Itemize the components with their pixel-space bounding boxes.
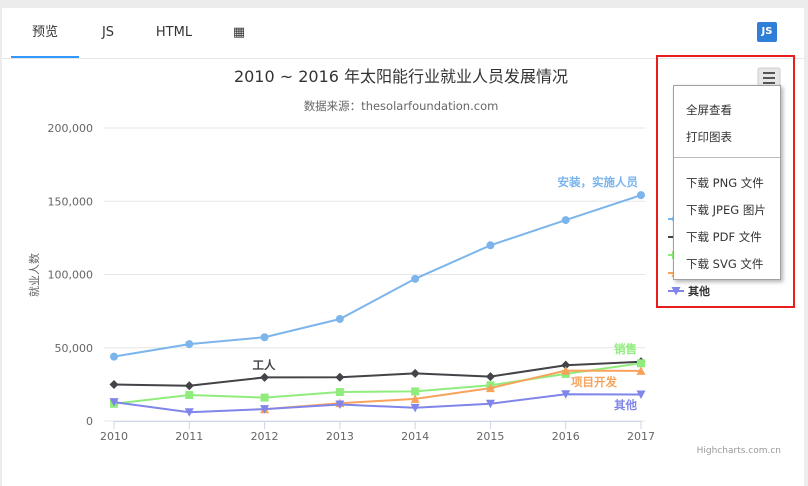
y-axis-title: 就业人数 [27, 253, 41, 297]
data-point[interactable] [109, 398, 119, 407]
data-point[interactable] [260, 393, 269, 402]
data-point[interactable] [561, 366, 571, 375]
data-point[interactable] [411, 274, 420, 283]
chart-subtitle: 数据来源：thesolarfoundation.com [304, 99, 499, 113]
data-point[interactable] [485, 399, 495, 409]
data-point[interactable] [260, 333, 269, 342]
menu-item-download-svg[interactable]: 下载 SVG 文件 [686, 257, 764, 271]
data-point[interactable] [636, 366, 646, 375]
legend-item[interactable]: 其他 [668, 284, 710, 298]
data-point[interactable] [335, 314, 344, 323]
menu-item-download-png[interactable]: 下载 PNG 文件 [686, 176, 764, 190]
legend-label[interactable]: 其他 [688, 284, 710, 298]
data-point[interactable] [185, 340, 194, 349]
y-tick-label: 200,000 [48, 122, 94, 135]
series-line[interactable] [113, 362, 642, 405]
series-label: 销售 [614, 342, 637, 356]
data-point[interactable] [335, 372, 345, 382]
hamburger-icon [763, 72, 775, 84]
chart-context-menu: 全屏查看 打印图表 下载 PNG 文件 下载 JPEG 图片 下载 PDF 文件… [673, 85, 781, 280]
data-point[interactable] [637, 191, 645, 200]
x-tick-label: 2014 [401, 430, 429, 443]
data-point[interactable] [486, 241, 495, 250]
series-label: 安装，实施人员 [558, 175, 639, 189]
data-point[interactable] [260, 405, 270, 414]
data-point[interactable] [109, 379, 119, 389]
series-line[interactable] [113, 393, 642, 414]
data-point[interactable] [410, 368, 420, 378]
data-point[interactable] [561, 216, 570, 225]
tab-bar: 预览 JS HTML ▦ JS [2, 8, 804, 59]
chart-credits[interactable]: Highcharts.com.cn [697, 446, 781, 456]
data-point[interactable] [184, 408, 194, 417]
x-tick-label: 2016 [552, 430, 580, 443]
tab-html[interactable]: HTML [155, 25, 193, 40]
menu-item-fullscreen[interactable]: 全屏查看 [686, 103, 732, 117]
y-tick-label: 50,000 [55, 342, 94, 355]
y-tick-label: 0 [86, 415, 93, 428]
series-line[interactable] [264, 369, 642, 411]
menu-item-download-pdf[interactable]: 下载 PDF 文件 [686, 230, 762, 244]
x-tick-label: 2012 [251, 430, 279, 443]
y-tick-label: 100,000 [48, 269, 94, 282]
chart-menu-button[interactable] [757, 67, 781, 89]
y-tick-label: 150,000 [48, 195, 94, 208]
tab-preview[interactable]: 预览 [11, 8, 79, 58]
data-point[interactable] [184, 381, 194, 391]
data-point[interactable] [335, 388, 344, 397]
menu-item-print[interactable]: 打印图表 [686, 130, 732, 144]
data-point[interactable] [185, 391, 194, 400]
data-point[interactable] [637, 359, 645, 368]
series-label: 工人 [253, 358, 276, 372]
tab-js[interactable]: JS [101, 25, 115, 40]
chart-title: 2010 ~ 2016 年太阳能行业就业人员发展情况 [234, 67, 568, 86]
x-tick-label: 2013 [326, 430, 354, 443]
x-tick-label: 2017 [627, 430, 655, 443]
data-point[interactable] [410, 403, 420, 413]
x-tick-label: 2015 [476, 430, 504, 443]
series-triangle-down[interactable] [109, 390, 646, 417]
series-label: 项目开发 [571, 375, 617, 389]
tab-qrcode[interactable]: ▦ [232, 25, 246, 40]
x-tick-label: 2011 [175, 430, 203, 443]
data-point[interactable] [561, 390, 571, 399]
data-point[interactable] [485, 383, 495, 393]
data-point[interactable] [636, 390, 646, 399]
series-label: 其他 [614, 398, 637, 412]
data-point[interactable] [485, 372, 495, 382]
data-point[interactable] [671, 287, 681, 296]
js-badge-icon[interactable]: JS [757, 22, 777, 42]
series-line[interactable] [113, 360, 642, 387]
series-circle[interactable] [110, 191, 645, 361]
menu-separator [674, 157, 780, 158]
data-point[interactable] [411, 387, 420, 396]
data-point[interactable] [410, 394, 420, 403]
data-point[interactable] [110, 352, 118, 361]
data-point[interactable] [260, 372, 270, 382]
series-line[interactable] [113, 194, 642, 358]
x-tick-label: 2010 [100, 430, 128, 443]
data-point[interactable] [335, 400, 345, 410]
menu-item-download-jpeg[interactable]: 下载 JPEG 图片 [686, 203, 766, 217]
data-point[interactable] [561, 360, 571, 370]
